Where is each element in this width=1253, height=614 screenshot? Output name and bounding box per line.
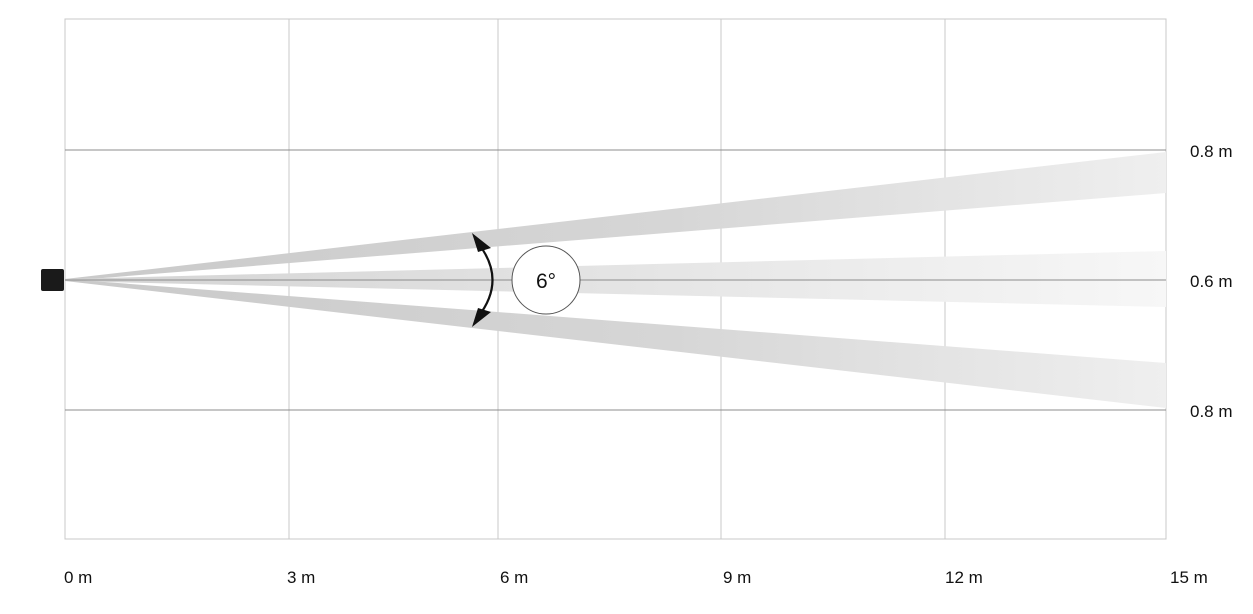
arc-arrow-down-icon — [472, 308, 491, 327]
x-label-12m: 12 m — [945, 568, 983, 587]
lower-beam — [65, 279, 1166, 408]
angle-arc — [477, 242, 494, 318]
angle-badge — [511, 245, 581, 315]
arc-arrow-up-icon — [472, 233, 491, 252]
x-label-3m: 3 m — [287, 568, 315, 587]
angle-label: 6° — [536, 270, 556, 293]
y-label-lower: 0.8 m — [1190, 402, 1233, 421]
x-label-9m: 9 m — [723, 568, 751, 587]
upper-beam — [65, 152, 1166, 281]
y-label-middle: 0.6 m — [1190, 272, 1233, 291]
sensor-device — [41, 269, 64, 291]
x-label-0m: 0 m — [64, 568, 92, 587]
center-beam — [65, 251, 1166, 307]
x-label-6m: 6 m — [500, 568, 528, 587]
y-label-upper: 0.8 m — [1190, 142, 1233, 161]
x-label-15m: 15 m — [1170, 568, 1208, 587]
